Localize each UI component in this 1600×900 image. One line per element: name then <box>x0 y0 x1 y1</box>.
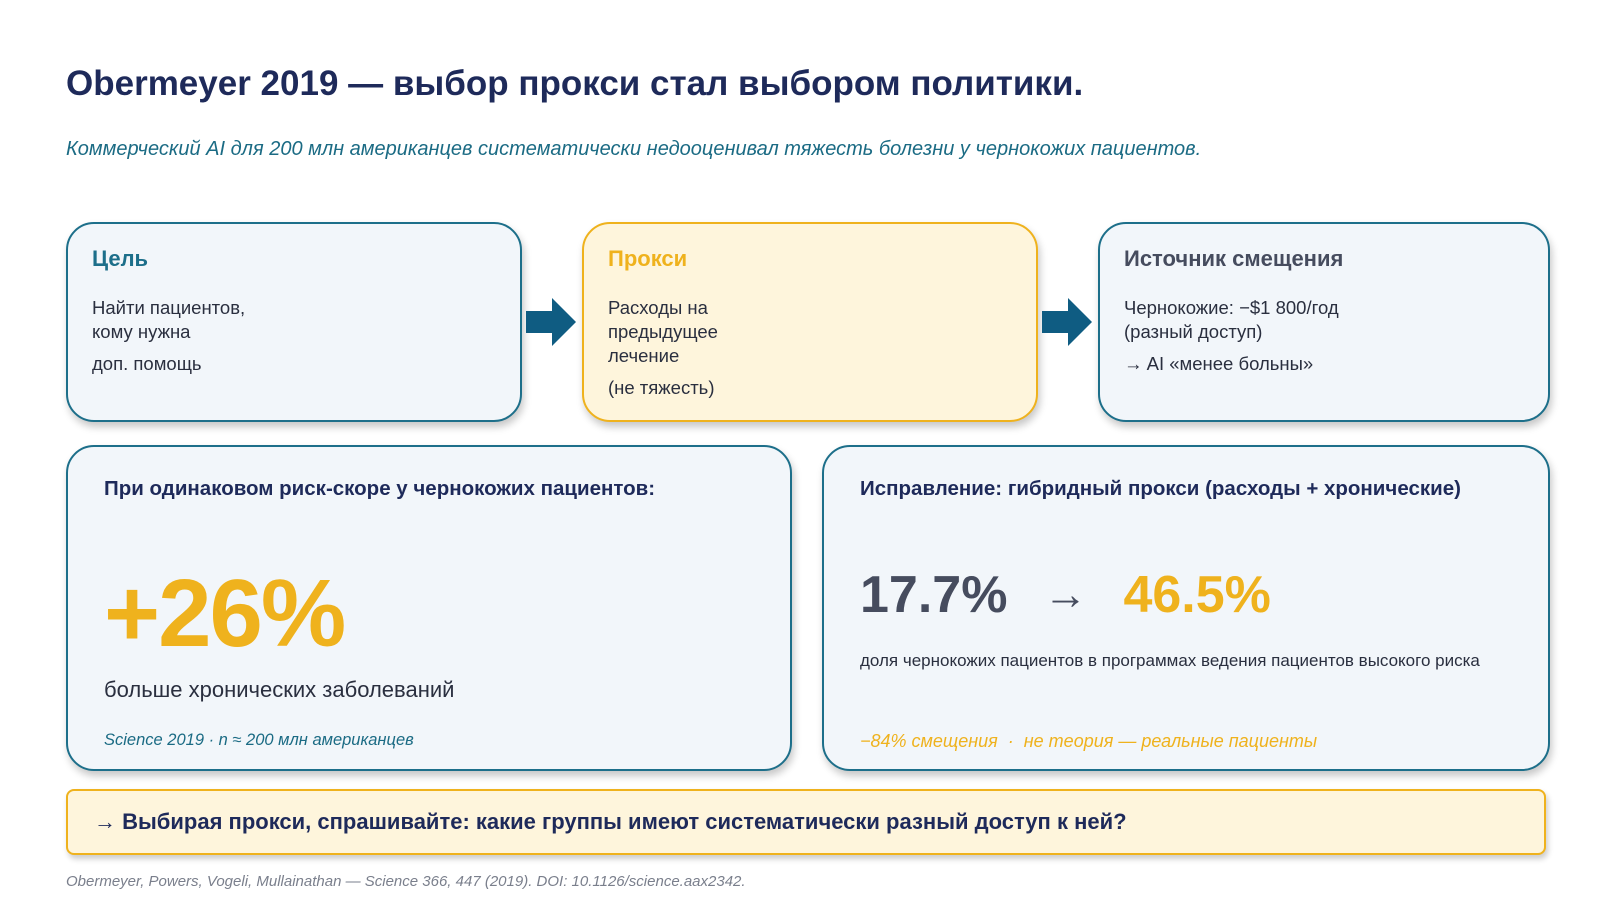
goal-heading: Цель <box>92 246 149 271</box>
arrow-right-icon <box>1042 298 1092 346</box>
fix-values: 17.7% → 46.5% <box>860 565 1271 625</box>
fix-note-bias: −84% смещения <box>860 731 998 751</box>
fix-note-real: не теория — реальные пациенты <box>1023 731 1318 751</box>
bias-line: → AI «менее больны» <box>1124 353 1314 374</box>
slide-subtitle: Коммерческий AI для 200 млн американцев … <box>66 138 1202 160</box>
fix-description: доля чернокожих пациентов в программах в… <box>860 651 1480 670</box>
proxy-line: Расходы на <box>608 297 708 318</box>
fix-after-value: 46.5% <box>1123 566 1271 624</box>
citation-footer: Obermeyer, Powers, Vogeli, Mullainathan … <box>66 873 746 890</box>
arrow-right-icon: → <box>1043 570 1088 619</box>
takeaway-banner: → Выбирая прокси, спрашивайте: какие гру… <box>66 789 1546 855</box>
bias-heading: Источник смещения <box>1124 246 1344 271</box>
proxy-card: Прокси Расходы на предыдущее лечение (не… <box>582 222 1038 422</box>
goal-line: кому нужна <box>92 321 191 342</box>
goal-line: Найти пациентов, <box>92 297 246 318</box>
fix-before-value: 17.7% <box>860 566 1008 624</box>
risk-stat-caption: больше хронических заболеваний <box>104 677 455 702</box>
bias-source-card: Источник смещения Чернокожие: −$1 800/го… <box>1098 222 1550 422</box>
proxy-line: предыдущее <box>608 321 718 342</box>
fix-heading: Исправление: гибридный прокси (расходы +… <box>860 477 1461 500</box>
arrow-right-icon <box>526 298 576 346</box>
proxy-line: (не тяжесть) <box>608 377 715 398</box>
goal-line: доп. помощь <box>92 353 202 374</box>
risk-heading: При одинаковом риск-скоре у чернокожих п… <box>104 477 656 500</box>
slide-title: Obermeyer 2019 — выбор прокси стал выбор… <box>66 64 1084 103</box>
bias-line: Чернокожие: −$1 800/год <box>1124 297 1339 318</box>
fix-note: −84% смещения · не теория — реальные пацие… <box>860 731 1317 752</box>
risk-source-note: Science 2019 · n ≈ 200 млн американцев <box>104 731 414 749</box>
risk-stat-value: +26% <box>104 560 346 667</box>
proxy-heading: Прокси <box>608 246 688 271</box>
risk-stat-card: При одинаковом риск-скоре у чернокожих п… <box>66 445 792 771</box>
proxy-line: лечение <box>608 345 680 366</box>
fix-note-separator: · <box>1007 731 1014 751</box>
bias-line: (разный доступ) <box>1124 321 1263 342</box>
goal-card: Цель Найти пациентов, кому нужна доп. по… <box>66 222 522 422</box>
fix-card: Исправление: гибридный прокси (расходы +… <box>822 445 1550 771</box>
takeaway-text: → Выбирая прокси, спрашивайте: какие гру… <box>94 809 1127 834</box>
